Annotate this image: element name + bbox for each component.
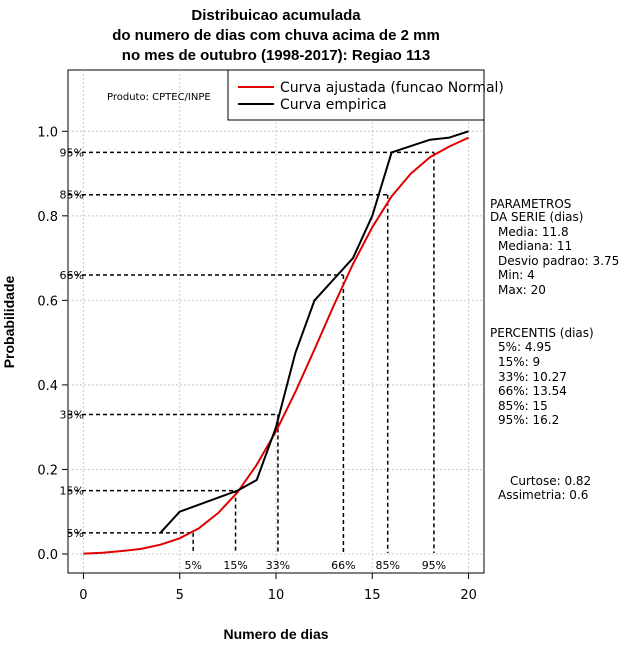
pct-5: 5%: 4.95 bbox=[498, 340, 552, 354]
chart-title-line-3: no mes de outubro (1998-2017): Regiao 11… bbox=[122, 47, 430, 64]
percentile-x-label: 95% bbox=[422, 559, 446, 572]
parametros-title-2: DA SERIE (dias) bbox=[490, 210, 583, 224]
series-line-fitted bbox=[83, 136, 470, 555]
credit-text: Produto: CPTEC/INPE bbox=[107, 92, 211, 103]
parametros-title-1: PARAMETROS bbox=[490, 197, 571, 211]
pct-15: 15%: 9 bbox=[498, 355, 540, 369]
percentile-x-label: 66% bbox=[331, 559, 355, 572]
legend-label-fitted: Curva ajustada (funcao Normal) bbox=[280, 80, 504, 96]
assimetria: Assimetria: 0.6 bbox=[498, 488, 588, 502]
series-line-empirical bbox=[159, 130, 469, 534]
y-tick-label: 0.2 bbox=[37, 463, 58, 478]
pct-33: 33%: 10.27 bbox=[498, 370, 567, 384]
x-axis-label: Numero de dias bbox=[223, 626, 328, 642]
percentile-x-label: 85% bbox=[375, 559, 399, 572]
grid bbox=[68, 70, 484, 573]
param-desvio: Desvio padrao: 3.75 bbox=[498, 254, 619, 268]
percentile-y-label: 5% bbox=[67, 527, 84, 540]
pct-95: 95%: 16.2 bbox=[498, 413, 559, 427]
percentile-y-label: 33% bbox=[60, 408, 84, 421]
y-tick-label: 1.0 bbox=[37, 125, 58, 140]
pct-85: 85%: 15 bbox=[498, 399, 548, 413]
legend-label-empirical: Curva empirica bbox=[280, 97, 387, 113]
y-tick-label: 0.0 bbox=[37, 548, 58, 563]
percentile-y-label: 15% bbox=[60, 485, 84, 498]
param-media: Media: 11.8 bbox=[498, 225, 569, 239]
x-tick-label: 5 bbox=[176, 588, 184, 603]
y-tick-label: 0.4 bbox=[37, 379, 58, 394]
series-group bbox=[83, 130, 470, 555]
x-tick-label: 10 bbox=[268, 588, 285, 603]
chart-title-line-2: do numero de dias com chuva acima de 2 m… bbox=[112, 27, 440, 44]
chart-title-line-1: Distribuicao acumulada bbox=[191, 7, 361, 24]
x-tick-label: 15 bbox=[364, 588, 381, 603]
y-tick-label: 0.6 bbox=[37, 294, 58, 309]
x-tick-label: 20 bbox=[460, 588, 477, 603]
y-axis: 0.0 0.2 0.4 0.6 0.8 1.0 bbox=[37, 125, 68, 563]
percentile-y-label: 66% bbox=[60, 269, 84, 282]
y-axis-label: Probabilidade bbox=[1, 276, 17, 369]
percentile-x-label: 15% bbox=[223, 559, 247, 572]
x-axis: 0 5 10 15 20 bbox=[79, 573, 477, 603]
plot-frame bbox=[67, 69, 485, 574]
y-tick-label: 0.8 bbox=[37, 210, 58, 225]
curtose: Curtose: 0.82 bbox=[510, 474, 591, 488]
pct-66: 66%: 13.54 bbox=[498, 384, 567, 398]
param-mediana: Mediana: 11 bbox=[498, 239, 572, 253]
percentis-title: PERCENTIS (dias) bbox=[490, 326, 594, 340]
legend: Curva ajustada (funcao Normal) Curva emp… bbox=[227, 69, 504, 121]
param-min: Min: 4 bbox=[498, 268, 535, 282]
x-tick-label: 0 bbox=[79, 588, 87, 603]
legend-box bbox=[227, 69, 485, 121]
percentile-y-label: 85% bbox=[60, 189, 84, 202]
percentile-x-label: 33% bbox=[266, 559, 290, 572]
side-panel: PARAMETROS DA SERIE (dias) Media: 11.8 M… bbox=[490, 197, 619, 502]
percentile-guides: 5% 5% 15% 15% 33% 33% 66% 66% 85% 85% 95% 95% bbox=[60, 146, 447, 572]
param-max: Max: 20 bbox=[498, 283, 546, 297]
percentile-x-label: 5% bbox=[184, 559, 201, 572]
percentile-y-label: 95% bbox=[60, 146, 84, 159]
